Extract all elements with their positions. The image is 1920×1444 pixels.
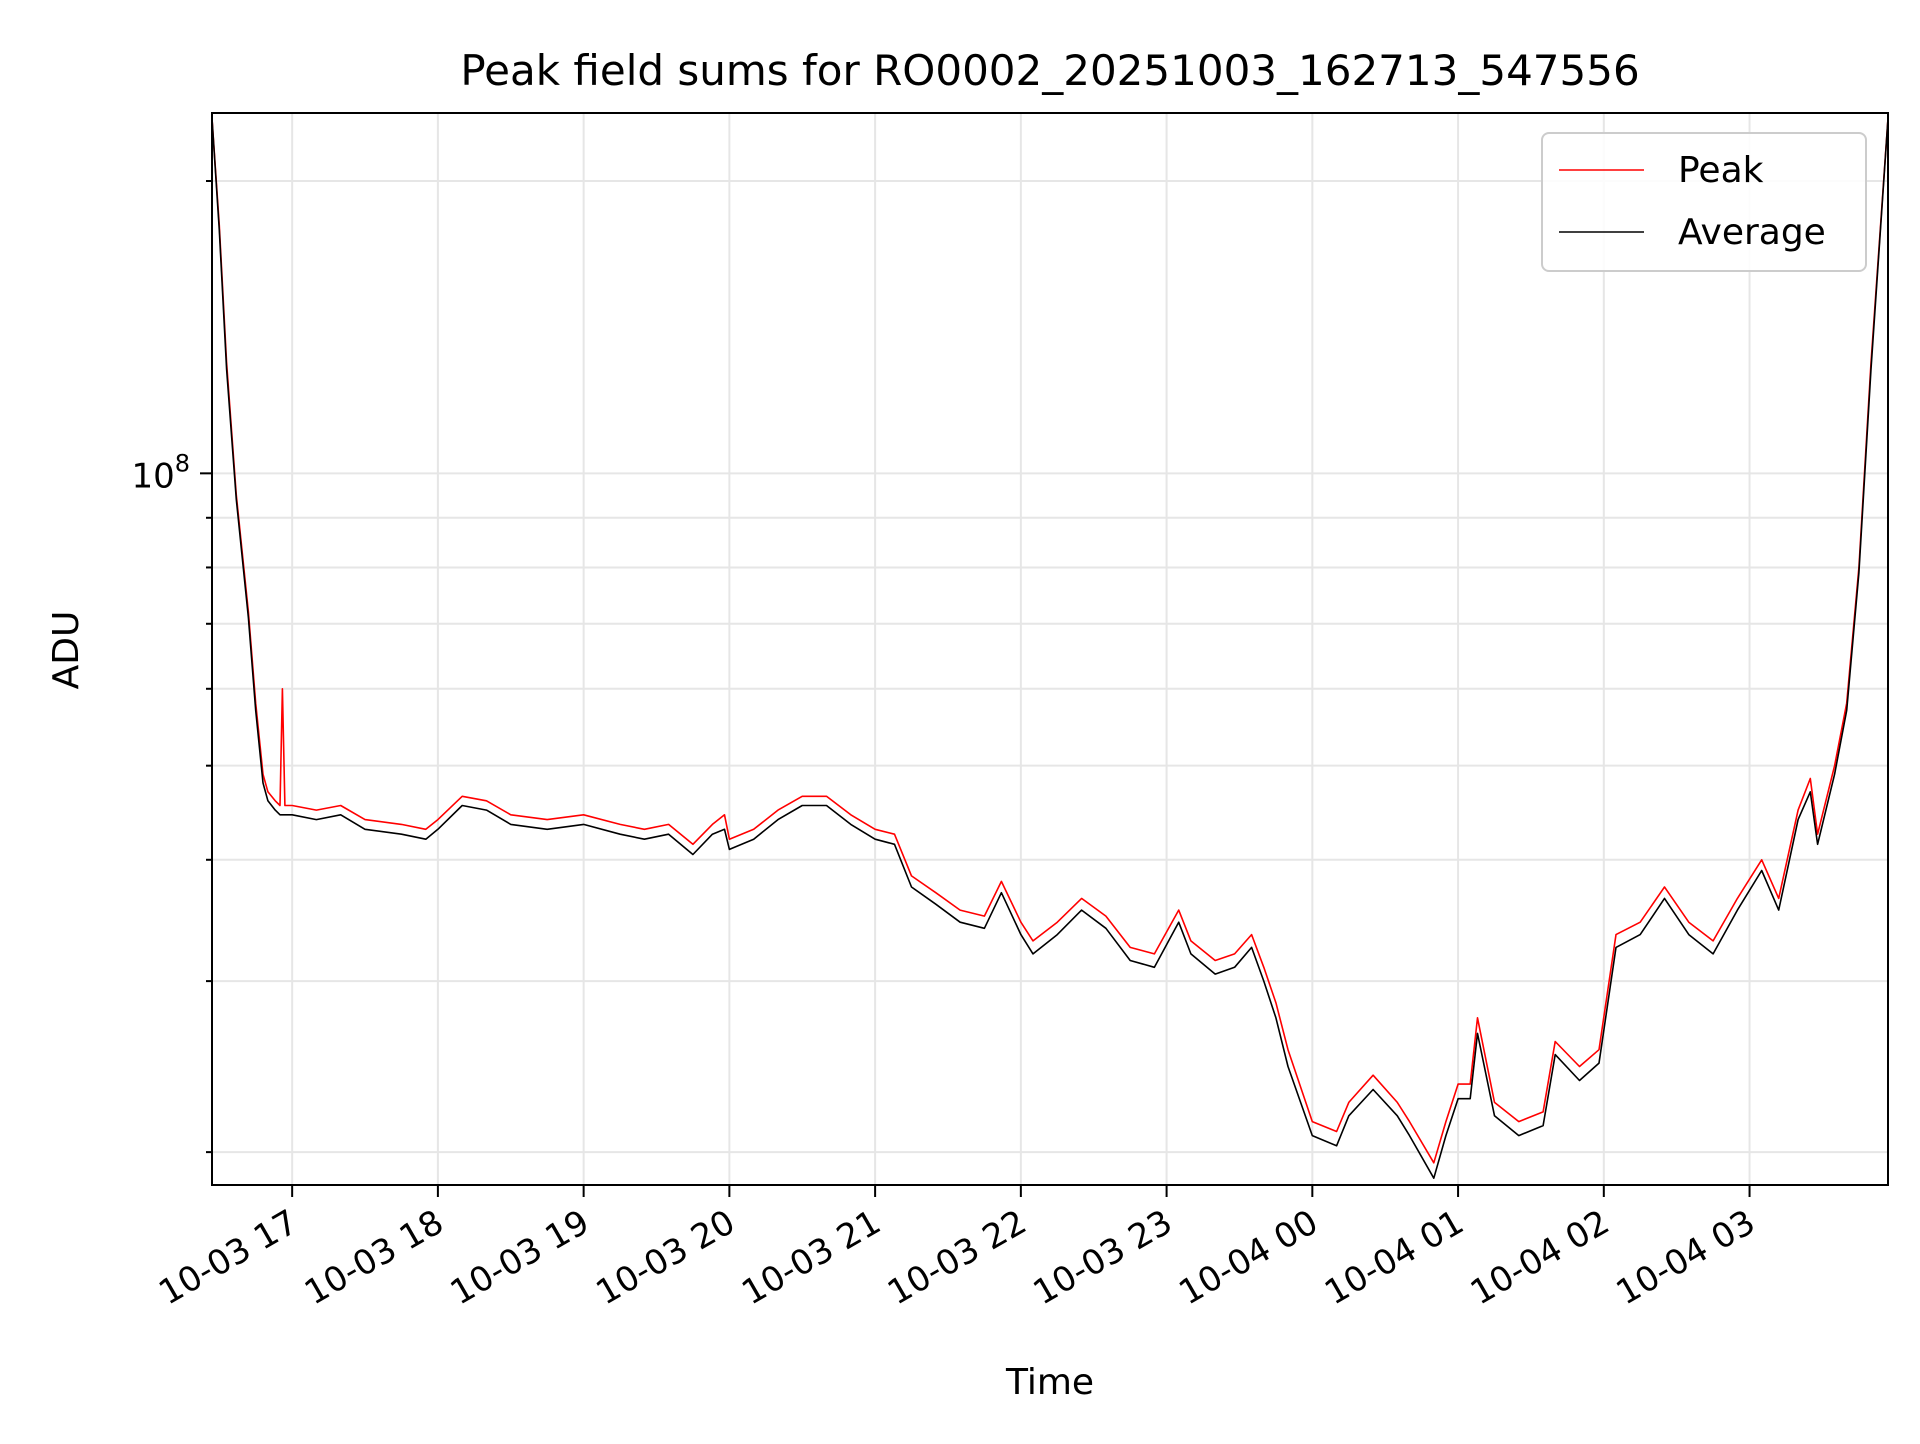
legend: Peak Average (1541, 132, 1867, 272)
y-tick-label: 108 (131, 449, 190, 496)
x-axis-label: Time (1005, 1362, 1094, 1403)
gridlines (212, 113, 1888, 1185)
chart-title: Peak field sums for RO0002_20251003_1627… (460, 46, 1639, 95)
series-line-average (211, 118, 1889, 1179)
plot-frame (211, 112, 1889, 1186)
series-line-peak (211, 118, 1889, 1164)
series-lines (211, 118, 1889, 1179)
legend-peak-label: Peak (1678, 150, 1764, 191)
legend-average-label: Average (1678, 212, 1826, 253)
legend-box (1541, 132, 1867, 272)
y-axis-label: ADU (46, 611, 87, 690)
